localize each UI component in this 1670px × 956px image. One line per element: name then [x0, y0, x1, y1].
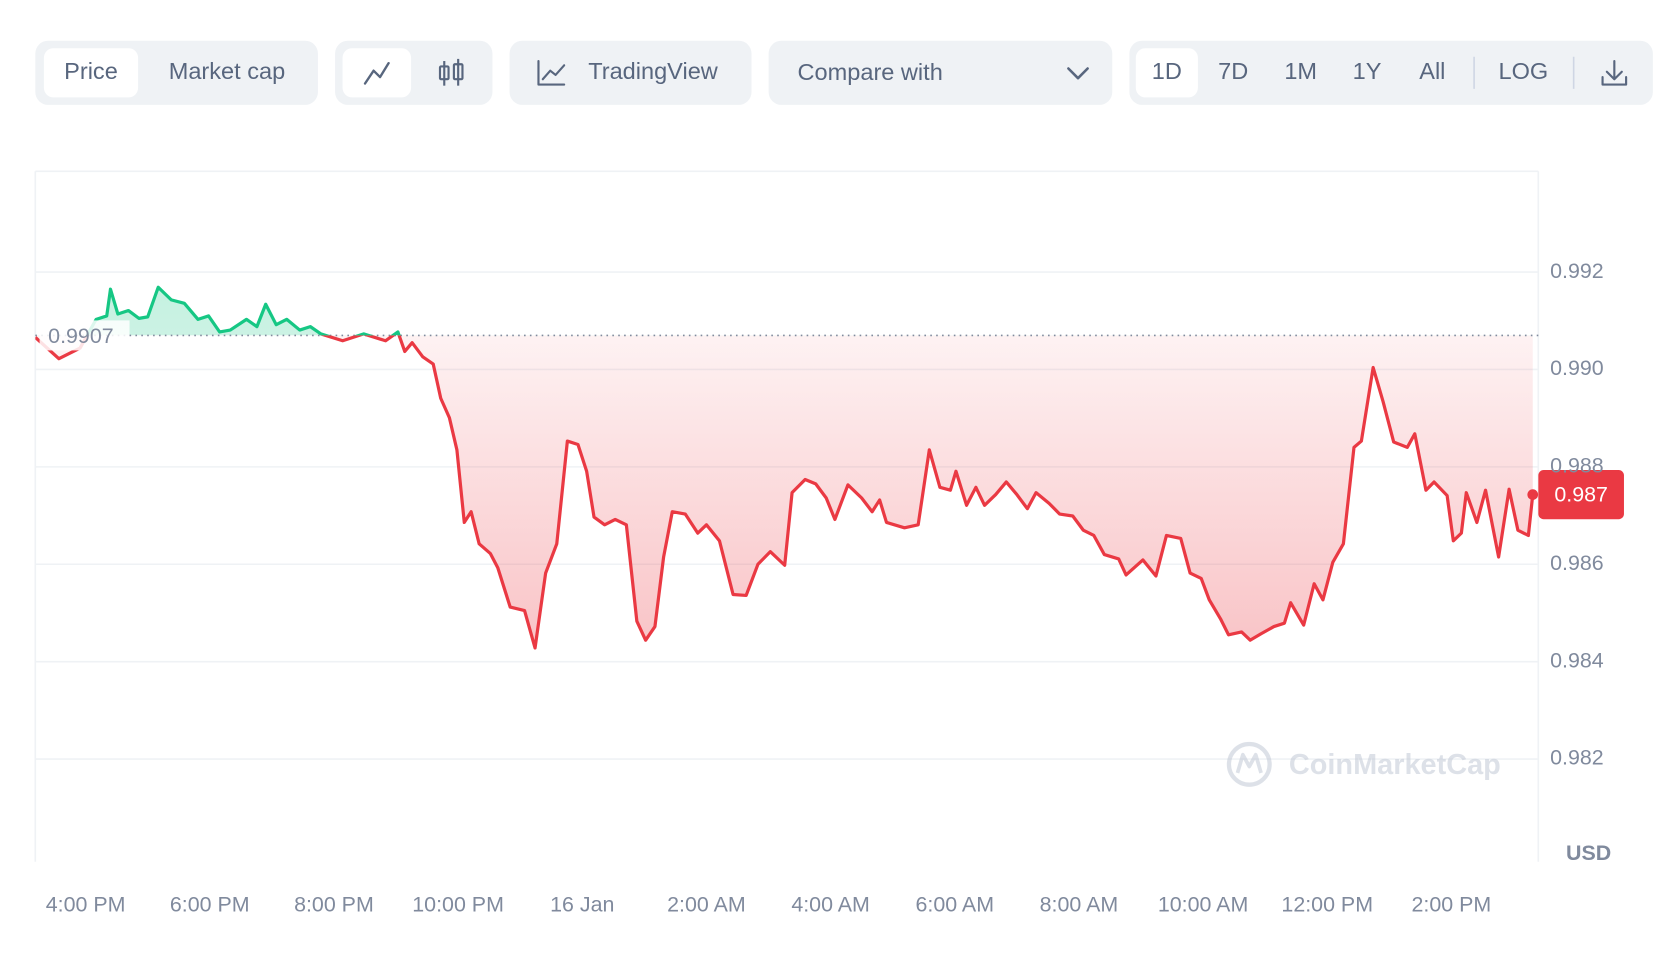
price-button[interactable] — [43, 48, 139, 98]
reference-label: 0.9907 — [48, 324, 113, 348]
area-below — [35, 335, 1533, 648]
price-line-above — [85, 285, 401, 336]
x-tick-label: 8:00 PM — [294, 892, 374, 916]
range-label[interactable]: 7D — [1218, 58, 1248, 84]
price-label[interactable]: Price — [64, 58, 118, 84]
y-tick-label: 0.988 — [1550, 454, 1604, 478]
x-tick-label: 12:00 PM — [1281, 892, 1373, 916]
watermark: CoinMarketCap — [1226, 741, 1501, 787]
unit-label: USD — [1566, 841, 1611, 865]
current-dot — [1527, 489, 1539, 500]
range-label[interactable]: All — [1419, 58, 1445, 84]
x-tick-label: 4:00 PM — [46, 892, 126, 916]
x-tick-label: 2:00 AM — [667, 892, 746, 916]
candle-icon[interactable] — [438, 58, 464, 86]
range-1d-button[interactable] — [1135, 48, 1198, 98]
current-label: 0.987 — [1554, 482, 1608, 506]
x-tick-label: 16 Jan — [550, 892, 614, 916]
y-tick-label: 0.992 — [1550, 259, 1604, 283]
tradingview-icon — [537, 59, 566, 86]
current-badge — [1538, 470, 1624, 520]
log-toggle[interactable]: LOG — [1498, 58, 1548, 84]
x-tick-label: 2:00 PM — [1412, 892, 1492, 916]
x-tick-label: 6:00 AM — [915, 892, 994, 916]
chart: CoinMarketCap 0.9907 0.987 USD 0.982 0.984… — [34, 170, 1624, 916]
reference-label-bg — [39, 320, 130, 351]
compare-label[interactable]: Compare with — [798, 59, 943, 85]
chevron — [1067, 67, 1089, 80]
range-toggle — [1129, 40, 1653, 105]
range-label[interactable]: 1D — [1152, 58, 1182, 84]
y-tick-label: 0.990 — [1550, 356, 1604, 380]
tradingview-button[interactable] — [509, 40, 752, 105]
price-line-below — [35, 335, 1535, 650]
market-cap-label[interactable]: Market cap — [169, 58, 285, 84]
range-label[interactable]: 1M — [1284, 58, 1317, 84]
x-tick-label: 6:00 PM — [170, 892, 250, 916]
y-tick-label: 0.982 — [1550, 746, 1604, 770]
tradingview-label[interactable]: TradingView — [588, 58, 719, 84]
watermark-text: CoinMarketCap — [1289, 749, 1501, 781]
x-tick-label: 8:00 AM — [1040, 892, 1119, 916]
y-tick-label: 0.986 — [1550, 551, 1604, 575]
line-icon — [363, 61, 390, 85]
compare-dropdown[interactable] — [768, 40, 1113, 105]
download-icon[interactable] — [1601, 59, 1628, 86]
y-tick-label: 0.984 — [1550, 648, 1604, 672]
range-label[interactable]: 1Y — [1353, 58, 1382, 84]
x-tick-label: 10:00 AM — [1158, 892, 1248, 916]
area-above — [87, 287, 400, 336]
x-tick-label: 4:00 AM — [791, 892, 870, 916]
toolbar: Price Market cap TradingView Compare wit… — [35, 40, 1653, 105]
x-tick-label: 10:00 PM — [412, 892, 504, 916]
